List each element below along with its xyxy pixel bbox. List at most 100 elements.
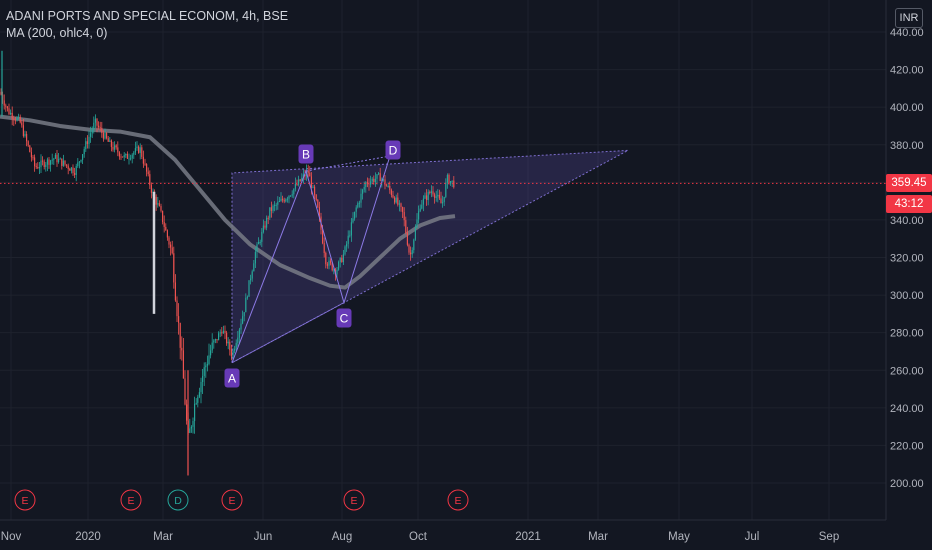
- candle-body: [322, 229, 324, 244]
- candle-body: [54, 154, 56, 159]
- candle-body: [166, 230, 168, 238]
- candle-body: [90, 133, 92, 137]
- candle-body: [437, 194, 439, 197]
- candle-body: [170, 244, 172, 248]
- candle-body: [32, 157, 34, 159]
- candle-body: [427, 191, 429, 200]
- candle-body: [178, 316, 180, 323]
- candle-body: [328, 260, 330, 266]
- candle-body: [202, 375, 204, 382]
- time-tick-label: Mar: [588, 531, 608, 543]
- candle-body: [315, 194, 317, 200]
- candle-body: [88, 136, 90, 144]
- candle-body: [312, 186, 314, 188]
- candle-body: [275, 204, 277, 206]
- earnings-event-icon[interactable]: E: [447, 489, 469, 511]
- candle-body: [245, 297, 247, 313]
- candle-body: [86, 141, 88, 144]
- candle-body: [429, 191, 431, 193]
- candle-body: [157, 203, 159, 205]
- candle-body: [258, 241, 260, 245]
- candle-body: [211, 342, 213, 351]
- candle-body: [314, 186, 316, 195]
- candle-body: [77, 162, 79, 167]
- candle-body: [123, 155, 125, 158]
- candle-body: [218, 333, 220, 341]
- price-tick-label: 280.00: [890, 328, 924, 340]
- candle-body: [402, 207, 404, 213]
- candle-body: [198, 392, 200, 397]
- earnings-event-icon[interactable]: E: [343, 489, 365, 511]
- candle-body: [290, 195, 292, 197]
- candle-body: [85, 141, 87, 150]
- symbol-title[interactable]: ADANI PORTS AND SPECIAL ECONOM, 4h, BSE: [6, 9, 289, 23]
- candle-body: [330, 260, 332, 264]
- candle-body: [301, 177, 303, 181]
- candle-body: [336, 269, 338, 275]
- candle-body: [149, 174, 151, 186]
- candle-body: [11, 112, 13, 119]
- candle-body: [112, 146, 114, 150]
- pattern-label-c[interactable]: C: [336, 308, 352, 328]
- candle-body: [357, 203, 359, 208]
- candle-body: [435, 196, 437, 198]
- svg-text:A: A: [228, 372, 236, 386]
- candle-body: [419, 208, 421, 212]
- candle-body: [227, 341, 229, 344]
- candle-body: [189, 428, 191, 433]
- earnings-event-icon[interactable]: E: [120, 489, 142, 511]
- pattern-label-b[interactable]: B: [298, 144, 314, 164]
- candle-body: [394, 197, 396, 203]
- price-tick-label: 200.00: [890, 478, 924, 490]
- candle-body: [354, 211, 356, 219]
- candle-body: [184, 378, 186, 405]
- candle-body: [349, 235, 351, 237]
- candle-body: [307, 170, 309, 173]
- pattern-label-a[interactable]: A: [224, 368, 240, 388]
- candle-body: [230, 350, 232, 357]
- price-tick-label: 300.00: [890, 290, 924, 302]
- candle-body: [59, 158, 61, 160]
- candle-body: [216, 339, 218, 341]
- candle-body: [35, 166, 37, 168]
- candle-body: [62, 160, 64, 166]
- candle-body: [195, 402, 197, 404]
- candle-body: [373, 178, 375, 182]
- candle-body: [238, 329, 240, 338]
- candle-body: [232, 350, 234, 357]
- candle-body: [115, 145, 117, 148]
- candle-body: [213, 340, 215, 343]
- candle-body: [179, 322, 181, 348]
- candle-body: [386, 185, 388, 187]
- candle-body: [45, 164, 47, 168]
- earnings-event-icon[interactable]: E: [14, 489, 36, 511]
- candle-body: [296, 183, 298, 185]
- candles-layer: [0, 50, 455, 476]
- candle-body: [294, 183, 296, 189]
- candle-body: [144, 163, 146, 165]
- candle-body: [251, 271, 253, 279]
- candle-body: [192, 420, 194, 427]
- candle-body: [80, 159, 82, 162]
- candle-body: [333, 269, 335, 271]
- price-tick-label: 260.00: [890, 365, 924, 377]
- indicator-label[interactable]: MA (200, ohlc4, 0): [6, 26, 108, 40]
- svg-text:E: E: [21, 495, 28, 507]
- candle-body: [309, 172, 311, 177]
- candle-body: [3, 100, 5, 106]
- candle-body: [128, 158, 130, 160]
- currency-badge[interactable]: INR: [895, 8, 923, 28]
- dividend-event-icon[interactable]: D: [167, 489, 189, 511]
- pattern-label-d[interactable]: D: [385, 140, 401, 160]
- candle-body: [117, 147, 119, 153]
- earnings-event-icon[interactable]: E: [221, 489, 243, 511]
- candle-body: [5, 105, 7, 107]
- candle-body: [264, 225, 266, 228]
- candle-body: [267, 217, 269, 219]
- candle-body: [390, 190, 392, 196]
- candle-body: [224, 330, 226, 333]
- svg-text:E: E: [228, 495, 235, 507]
- candle-body: [376, 174, 378, 179]
